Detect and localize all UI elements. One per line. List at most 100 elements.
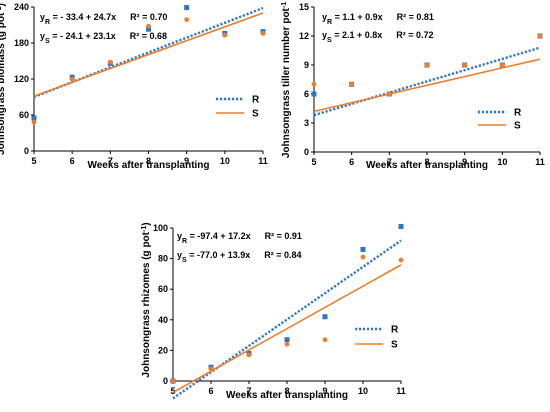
y-tick-label: 180 (14, 38, 29, 48)
equation-r2: R² = 0.84 (264, 250, 301, 260)
fit-line-R (172, 239, 402, 400)
chart-panel-2: 5 6 7 8 9 10 11 0 3 6 9 12 15 Weeks after transplanti… (281, 2, 545, 171)
y-tick-label: 9 (304, 60, 309, 70)
y-tick-label: 3 (304, 118, 309, 128)
data-point-R (284, 337, 290, 343)
chart-panel-3: 5 6 7 8 9 10 11 0 20 40 60 80 100 Weeks after transpl… (141, 222, 406, 401)
x-tick-label: 10 (220, 156, 230, 166)
x-tick-label: 9 (462, 157, 467, 167)
x-tick-label: 8 (424, 157, 429, 167)
data-point-S (184, 17, 190, 22)
regression-equation-R: yR = 1.1 + 0.9x R² = 0.81 (322, 12, 434, 26)
x-tick-label: 7 (387, 157, 392, 167)
y-axis-label: Johnsongrass tiller number pot-1 (281, 2, 293, 158)
y-axis-label-superscript: -1 (0, 6, 3, 12)
y-tick-label: 20 (158, 345, 168, 355)
regression-equation-S: yS = - 24.1 + 23.1x R² = 0.68 (40, 31, 167, 45)
equation-y: y (40, 31, 45, 41)
equation-subscript: S (182, 257, 187, 264)
data-point-S (462, 62, 468, 68)
equation-y: y (322, 30, 327, 40)
data-point-S (398, 257, 404, 263)
data-point-S (424, 62, 430, 68)
equation-rhs: = - 33.4 + 24.7x (50, 12, 116, 22)
legend-label-S: S (514, 121, 521, 132)
data-point-S (537, 33, 543, 39)
x-tick-label: 5 (31, 156, 36, 166)
regression-equation-S: yS = -77.0 + 13.9x R² = 0.84 (177, 250, 302, 264)
y-tick-label: 60 (158, 284, 168, 294)
y-axis-label-superscript: -1 (141, 226, 148, 232)
data-point-S (107, 59, 113, 65)
equation-r2: R² = 0.72 (396, 30, 433, 40)
x-tick-label: 10 (358, 386, 368, 396)
y-tick-label: 0 (24, 146, 29, 156)
y-tick-label: 60 (19, 110, 29, 120)
data-point-S (69, 76, 75, 82)
y-tick-label: 40 (158, 315, 168, 325)
equation-rhs: = -77.0 + 13.9x (187, 250, 251, 260)
fit-line-S (313, 58, 541, 113)
x-tick-label: 9 (184, 156, 189, 166)
y-axis-label-text: Johnsongrass tiller number pot (281, 7, 292, 158)
data-point-R (398, 223, 404, 229)
data-point-S (284, 341, 290, 347)
fit-line-R (313, 46, 541, 117)
x-tick-label: 10 (497, 157, 507, 167)
y-axis-label: Johnsongrass biomass (g pot-1) (0, 3, 7, 155)
data-point-R (146, 26, 151, 32)
legend-label-R: R (514, 108, 522, 119)
equation-r2: R² = 0.70 (130, 12, 167, 22)
y-axis-label-close: ) (141, 222, 152, 225)
x-axis-label: Weeks after transplanting (87, 160, 209, 171)
x-tick-label: 5 (170, 386, 175, 396)
y-tick-label: 15 (299, 2, 309, 12)
y-axis-label-text: Johnsongrass biomass (g pot (0, 12, 7, 155)
fit-line-S (172, 264, 402, 394)
x-tick-label: 11 (396, 386, 406, 396)
x-tick-label: 6 (208, 386, 213, 396)
data-point-S (311, 81, 317, 87)
data-point-S (260, 31, 266, 36)
y-axis-label-text: Johnsongrass rhizomes (g pot (141, 231, 152, 377)
y-axis-label-superscript: -1 (281, 2, 288, 8)
data-point-S (208, 366, 214, 372)
x-tick-label: 7 (108, 156, 113, 166)
data-point-S (360, 254, 366, 260)
y-axis-label-close: ) (0, 3, 7, 6)
chart-panel-1: 5 6 7 8 9 10 11 0 60 120 180 240 Weeks after transpl… (0, 2, 268, 171)
regression-equation-R: yR = -97.4 + 17.2x R² = 0.91 (177, 231, 302, 245)
x-tick-label: 11 (258, 156, 268, 166)
x-tick-label: 6 (70, 156, 75, 166)
data-point-R (311, 91, 317, 97)
equation-subscript: R (45, 19, 50, 26)
y-axis-label: Johnsongrass rhizomes (g pot-1) (141, 222, 153, 377)
equation-r2: R² = 0.81 (397, 12, 434, 22)
legend-label-R: R (252, 95, 260, 106)
data-point-R (184, 5, 190, 11)
data-point-S (322, 337, 328, 343)
equation-y: y (177, 250, 182, 260)
equation-subscript: R (182, 238, 187, 245)
data-point-S (170, 378, 176, 384)
equation-y: y (322, 12, 327, 22)
fit-line-S (33, 12, 264, 97)
x-tick-label: 9 (322, 386, 327, 396)
x-axis-label: Weeks after transplanting (226, 390, 348, 401)
regression-equation-R: yR = - 33.4 + 24.7x R² = 0.70 (40, 12, 167, 26)
y-tick-label: 100 (153, 223, 168, 233)
x-tick-label: 7 (246, 386, 251, 396)
data-point-S (146, 23, 151, 29)
x-tick-label: 6 (349, 157, 354, 167)
y-tick-label: 0 (304, 147, 309, 157)
x-tick-label: 8 (284, 386, 289, 396)
equation-subscript: S (327, 37, 332, 44)
equation-subscript: S (45, 38, 50, 45)
legend-label-S: S (252, 109, 259, 120)
x-tick-label: 11 (535, 157, 545, 167)
equation-subscript: R (327, 19, 332, 26)
x-tick-label: 8 (146, 156, 151, 166)
equation-r2: R² = 0.91 (265, 231, 302, 241)
y-tick-label: 120 (14, 74, 29, 84)
